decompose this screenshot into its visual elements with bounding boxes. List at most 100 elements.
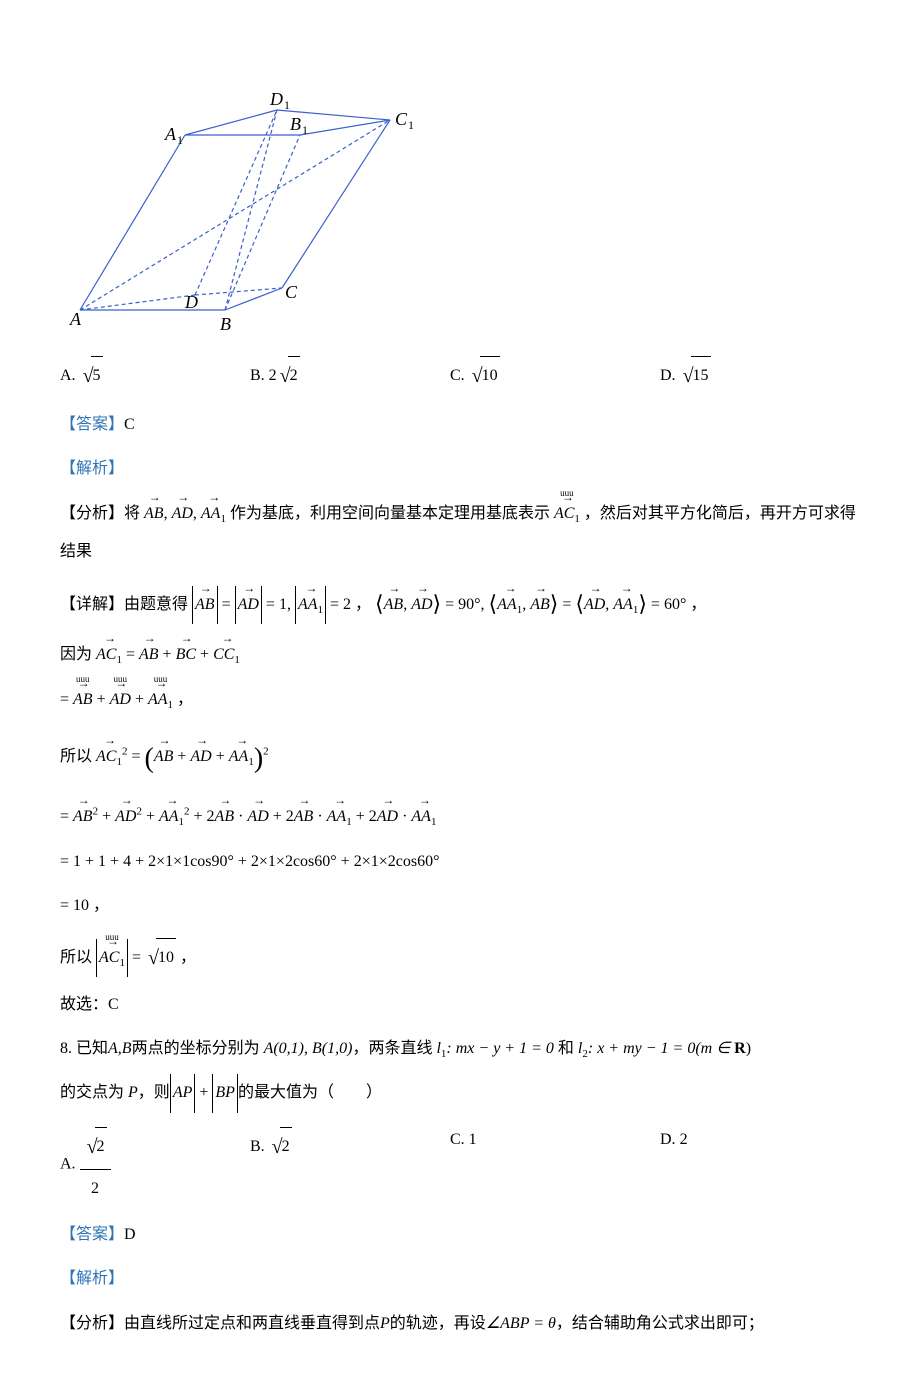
opt-label: B. — [250, 1138, 265, 1155]
val: 1 — [279, 596, 287, 613]
text: 两点的坐标分别为 — [132, 1040, 260, 1057]
text: 和 — [558, 1040, 574, 1057]
val: 2 — [680, 1131, 688, 1148]
R: R — [734, 1040, 746, 1057]
sqrt-icon: 15 — [683, 350, 711, 398]
vec: →AA1 — [229, 738, 254, 776]
pt-a: A(0,1) — [264, 1040, 304, 1057]
opt-label: D. — [660, 367, 676, 384]
svg-text:1: 1 — [302, 123, 308, 137]
text: 【分析】由直线所过定点和两直线垂直得到点 — [60, 1315, 380, 1332]
q8-options: A. 2 2 B. 2 C. 1 D. 2 — [60, 1121, 860, 1208]
vec: →CC1 — [213, 636, 240, 674]
text: 【详解】由题意得 — [60, 596, 188, 613]
angle: →AB, →AD — [375, 596, 441, 613]
parallelepiped-diagram: A B C D A1 B1 C1 D1 — [60, 40, 420, 340]
svg-text:1: 1 — [408, 118, 414, 132]
answer-label: 【答案】 — [60, 416, 124, 433]
text: ，则 — [138, 1084, 170, 1101]
val: 10 — [156, 938, 176, 977]
q7-answer: 【答案】C — [60, 406, 860, 444]
svg-text:A: A — [69, 309, 82, 329]
q7-opt-a: A. 5 — [60, 350, 250, 398]
sqrt-icon: 10 — [472, 350, 500, 398]
text: 的最大值为 — [238, 1084, 318, 1101]
eq: : x + my − 1 = 0(m ∈ — [588, 1040, 734, 1057]
q7-eq3: 所以 →AC12 = (→AB + →AD + →AA1)2 — [60, 725, 860, 792]
num: 8. — [60, 1040, 72, 1057]
svg-text:B: B — [220, 314, 231, 334]
sqrt-icon: 2 — [87, 1121, 107, 1169]
text: 作为基底，利用空间向量基本定理用基底表示 — [226, 505, 554, 522]
sqrt-icon: 2 — [280, 350, 300, 398]
bp: BP — [215, 1084, 235, 1101]
opt-label: A. — [60, 1155, 76, 1172]
opt-value: 10 — [480, 356, 500, 395]
vec: →AB — [294, 798, 314, 836]
q8-opt-c: C. 1 — [450, 1121, 660, 1208]
text: 因为 — [60, 646, 92, 663]
text: 所以 — [60, 748, 92, 765]
q8-stem2: 的交点为 P，则AP + BP的最大值为（ ） — [60, 1074, 860, 1112]
pt-b: B(1,0) — [312, 1040, 352, 1057]
opt-label: D. — [660, 1131, 676, 1148]
sqrt-icon: 2 — [272, 1121, 292, 1169]
val: 2 — [95, 1127, 107, 1166]
svg-text:B: B — [290, 114, 301, 134]
val: 1 — [469, 1131, 477, 1148]
q7-calc: = 1 + 1 + 4 + 2×1×1cos90° + 2×1×2cos60° … — [60, 843, 860, 881]
angle: →AA1, →AB — [489, 596, 559, 613]
val: 2 — [343, 596, 351, 613]
ap: AP — [173, 1084, 193, 1101]
q8-stem: 8. 已知A,B两点的坐标分别为 A(0,1), B(1,0)，两条直线 l1:… — [60, 1030, 860, 1068]
q7-detail-1: 【详解】由题意得 →AB = →AD = 1, →AA1 = 2 ， →AB, … — [60, 578, 860, 631]
vec: uuu→AD — [110, 681, 131, 719]
q7-opt-b: B. 22 — [250, 350, 450, 398]
abs-ab: →AB — [192, 586, 218, 624]
eq: : mx − y + 1 = 0 — [446, 1040, 553, 1057]
vec: uuu→AB — [73, 681, 93, 719]
val: 2 — [280, 1127, 292, 1166]
abs: BP — [212, 1074, 238, 1112]
text: 的交点为 — [60, 1084, 124, 1101]
q8-answer: 【答案】D — [60, 1216, 860, 1254]
angle: →AD, →AA1 — [575, 596, 647, 613]
val: 60° — [664, 596, 686, 613]
sqrt-icon: 5 — [83, 350, 103, 398]
answer-label: 【答案】 — [60, 1226, 124, 1243]
opt-label: C. — [450, 1131, 465, 1148]
q7-eq1: 因为 →AC1 = →AB + →BC + →CC1 — [60, 636, 860, 674]
opt-label: C. — [450, 367, 465, 384]
q7-guxuan: 故选：C — [60, 986, 860, 1024]
vec: uuu→AA1 — [148, 681, 173, 719]
vec-aa1: →AA1 — [201, 495, 226, 533]
vec: →AD — [115, 798, 136, 836]
vec: →BC — [176, 636, 196, 674]
svg-text:A: A — [164, 124, 177, 144]
q7-eq2: = uuu→AB + uuu→AD + uuu→AA1 ， — [60, 681, 860, 719]
abs-aa1: →AA1 — [295, 586, 326, 624]
opt-label: B. — [250, 367, 265, 384]
svg-text:1: 1 — [284, 98, 290, 112]
answer-value: D — [124, 1226, 136, 1243]
vec-ad: →AD — [172, 495, 193, 533]
abs: AP — [170, 1074, 196, 1112]
svg-text:D: D — [184, 292, 198, 312]
q7-eq10: = 10 ， — [60, 887, 860, 925]
q8-fenxi: 【分析】由直线所过定点和两直线垂直得到点P的轨迹，再设∠ABP = θ，结合辅助… — [60, 1305, 860, 1343]
val: 90° — [458, 596, 480, 613]
opt-value: 5 — [91, 356, 103, 395]
answer-value: C — [124, 416, 135, 433]
ang: ∠ABP = θ — [486, 1315, 556, 1332]
q7-opt-d: D. 15 — [660, 350, 810, 398]
vec: →AB — [73, 798, 93, 836]
text: 所以 — [60, 949, 92, 966]
ab: A,B — [108, 1040, 132, 1057]
text: ，两条直线 — [352, 1040, 432, 1057]
text: 的轨迹，再设 — [390, 1315, 486, 1332]
coef: 2 — [269, 367, 277, 384]
abs: uuu→AC1 — [96, 939, 128, 977]
val: 2 — [80, 1170, 111, 1208]
paren: （ ） — [318, 1084, 382, 1101]
text: 【分析】将 — [60, 505, 144, 522]
